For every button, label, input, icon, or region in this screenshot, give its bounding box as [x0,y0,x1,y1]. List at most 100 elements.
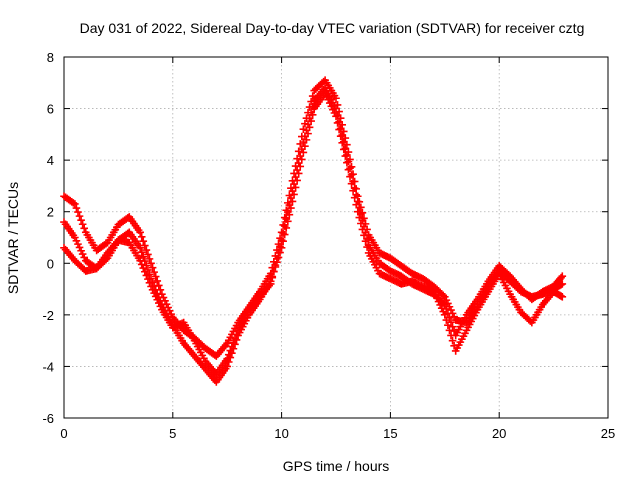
data-point [270,267,278,276]
y-tick-label: 0 [47,256,54,271]
data-point [293,166,301,174]
data-point [285,201,294,209]
data-point [137,232,146,241]
plot-frame [63,56,609,419]
data-point [277,236,286,244]
data-point [339,137,348,146]
data-point [139,252,148,261]
data-point [347,171,356,179]
data-point [363,235,371,243]
data-point [150,268,158,276]
data-point [301,142,309,150]
data-point [276,242,284,251]
data-point [282,215,291,223]
data-point [145,270,154,279]
data-point [284,208,292,216]
data-point [360,222,368,231]
data-point [139,237,148,245]
data-point [442,305,451,313]
data-point [288,187,297,195]
data-point [136,244,144,252]
grid-layer [64,57,608,418]
y-tick-label: -2 [42,308,54,323]
data-point [223,354,231,363]
data-point [153,277,162,285]
y-axis-label: SDTVAR / TECUs [5,182,21,294]
data-point [136,228,144,237]
data-point [296,152,305,160]
data-point [287,194,295,202]
data-point [344,157,353,166]
data-point [350,184,359,192]
data-point [279,229,287,237]
data-point [448,336,457,345]
data-point [447,318,455,327]
data-point [148,263,157,272]
data-point [338,131,347,139]
data-point [355,203,364,212]
data-point [357,210,365,218]
data-point [75,212,84,220]
data-point [141,241,149,250]
data-point [558,293,567,301]
data-point [266,280,275,288]
data-layer [60,76,567,386]
y-tick-label: 6 [47,102,54,117]
data-point [301,132,309,140]
data-point [294,159,303,167]
data-point [151,272,160,281]
data-point [144,250,152,259]
y-tick-label: 2 [47,205,54,220]
data-point [335,118,343,126]
data-point [274,248,283,257]
x-axis-label: GPS time / hours [283,458,390,474]
data-point [77,216,85,224]
data-point [231,334,239,343]
data-point [147,259,155,268]
x-tick-label: 0 [60,426,67,441]
data-point [145,255,154,263]
data-point [72,204,81,212]
data-point [291,173,300,181]
data-point [349,177,357,186]
data-point [226,346,235,355]
data-point [299,138,308,146]
x-tick-label: 20 [492,426,506,441]
series-track-1 [60,76,567,360]
data-point [229,338,238,347]
x-tick-label: 25 [601,426,615,441]
data-point [332,104,340,113]
data-point [223,362,231,371]
data-point [333,111,342,120]
y-tick-label: 4 [47,153,54,168]
data-point [273,255,281,263]
data-point [280,222,289,230]
data-point [332,94,340,103]
data-point [228,342,236,351]
data-point [271,261,280,269]
data-point [268,273,277,282]
data-point [358,216,367,224]
data-point [361,228,370,237]
data-point [137,248,146,257]
series-track-2 [60,89,567,386]
tick-layer: 0 5 10 15 20 25 -6 -4 -2 0 2 4 6 8 [42,50,615,441]
data-point [308,92,317,100]
y-tick-label: -4 [42,359,54,374]
data-point [224,350,233,359]
data-point [290,180,298,188]
series-track-3 [60,84,567,378]
y-tick-label: 8 [47,50,54,65]
x-tick-label: 5 [169,426,176,441]
data-point [441,300,449,309]
data-point [302,126,311,135]
data-point [444,309,452,318]
y-tick-label: -6 [42,411,54,426]
data-point [74,208,82,216]
data-point [299,125,308,133]
data-point [305,114,314,123]
data-point [232,330,241,339]
data-point [448,322,457,331]
data-point [343,151,351,159]
